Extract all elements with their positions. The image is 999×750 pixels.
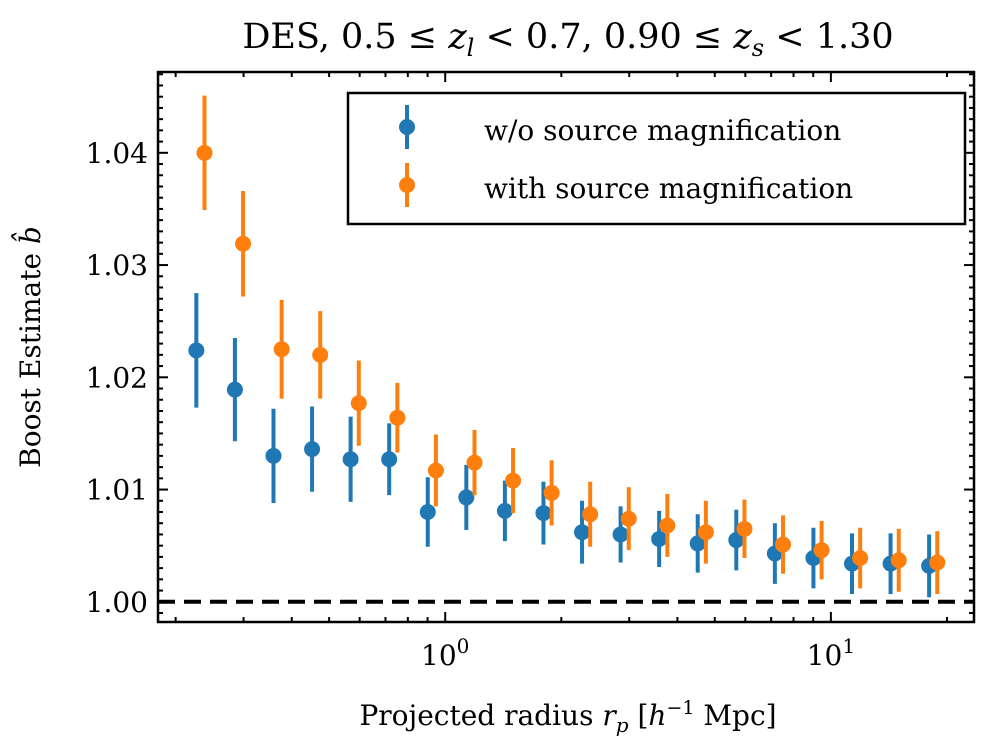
data-point-series-0	[651, 530, 668, 547]
data-point-series-0	[188, 342, 205, 359]
data-point-series-1	[235, 235, 252, 252]
data-point-series-1	[505, 472, 522, 489]
data-point-series-0	[612, 526, 629, 543]
data-point-series-1	[466, 454, 483, 471]
data-point-series-1	[273, 341, 290, 358]
axes-frame	[156, 70, 976, 624]
data-point-series-0	[265, 447, 282, 464]
data-point-series-0	[226, 381, 243, 398]
data-point-series-0	[535, 505, 552, 522]
y-tick-label: 1.02	[86, 361, 148, 394]
x-tick-label: 101	[807, 634, 855, 672]
data-point-series-1	[427, 462, 444, 479]
legend-marker-orange	[399, 163, 415, 207]
y-tick-label: 1.01	[86, 474, 148, 507]
data-point-series-1	[659, 517, 676, 534]
data-point-series-1	[389, 409, 406, 426]
x-axis-label: Projected radius rp [h−1 Mpc]	[359, 697, 776, 737]
data-point-series-1	[620, 510, 637, 527]
data-point-series-0	[574, 524, 591, 541]
data-point-series-1	[813, 542, 830, 559]
data-point-series-1	[736, 520, 753, 537]
data-point-series-1	[543, 484, 560, 501]
x-tick-label: 100	[421, 634, 469, 672]
data-point-series-0	[419, 504, 436, 520]
y-tick-label: 1.04	[86, 137, 148, 170]
legend-label-with-magnification: with source magnification	[484, 172, 853, 205]
data-point-series-0	[728, 532, 745, 549]
legend-marker-blue	[399, 105, 415, 149]
data-point-series-0	[458, 489, 475, 506]
legend: w/o source magnification with source mag…	[346, 91, 967, 226]
data-point-series-1	[890, 552, 907, 569]
y-tick-label: 1.00	[86, 586, 148, 619]
y-axis-label: Boost Estimate b̂	[12, 226, 47, 468]
data-point-series-1	[852, 550, 869, 567]
data-point-series-1	[929, 554, 946, 571]
data-point-series-1	[582, 506, 599, 523]
data-point-series-1	[312, 346, 329, 363]
data-point-series-0	[381, 451, 398, 468]
legend-box	[346, 91, 967, 226]
data-point-series-0	[342, 451, 359, 468]
data-point-series-1	[196, 144, 213, 161]
data-point-series-1	[697, 524, 714, 541]
legend-label-without-magnification: w/o source magnification	[484, 114, 841, 147]
data-point-series-1	[350, 395, 367, 412]
chart-title: DES, 0.5 ≤ zl < 0.7, 0.90 ≤ zs < 1.30	[242, 17, 893, 62]
data-point-series-1	[775, 536, 792, 553]
data-point-series-0	[689, 535, 706, 552]
y-tick-label: 1.03	[86, 249, 148, 282]
legend-point-1	[399, 177, 415, 193]
data-point-series-0	[496, 502, 513, 519]
plot-area	[158, 72, 974, 622]
data-point-series-0	[304, 441, 321, 458]
legend-point-0	[399, 119, 415, 135]
